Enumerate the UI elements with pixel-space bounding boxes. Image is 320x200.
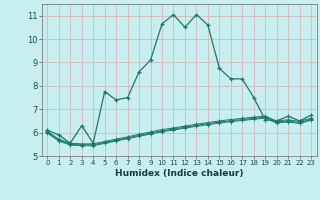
X-axis label: Humidex (Indice chaleur): Humidex (Indice chaleur): [115, 169, 244, 178]
